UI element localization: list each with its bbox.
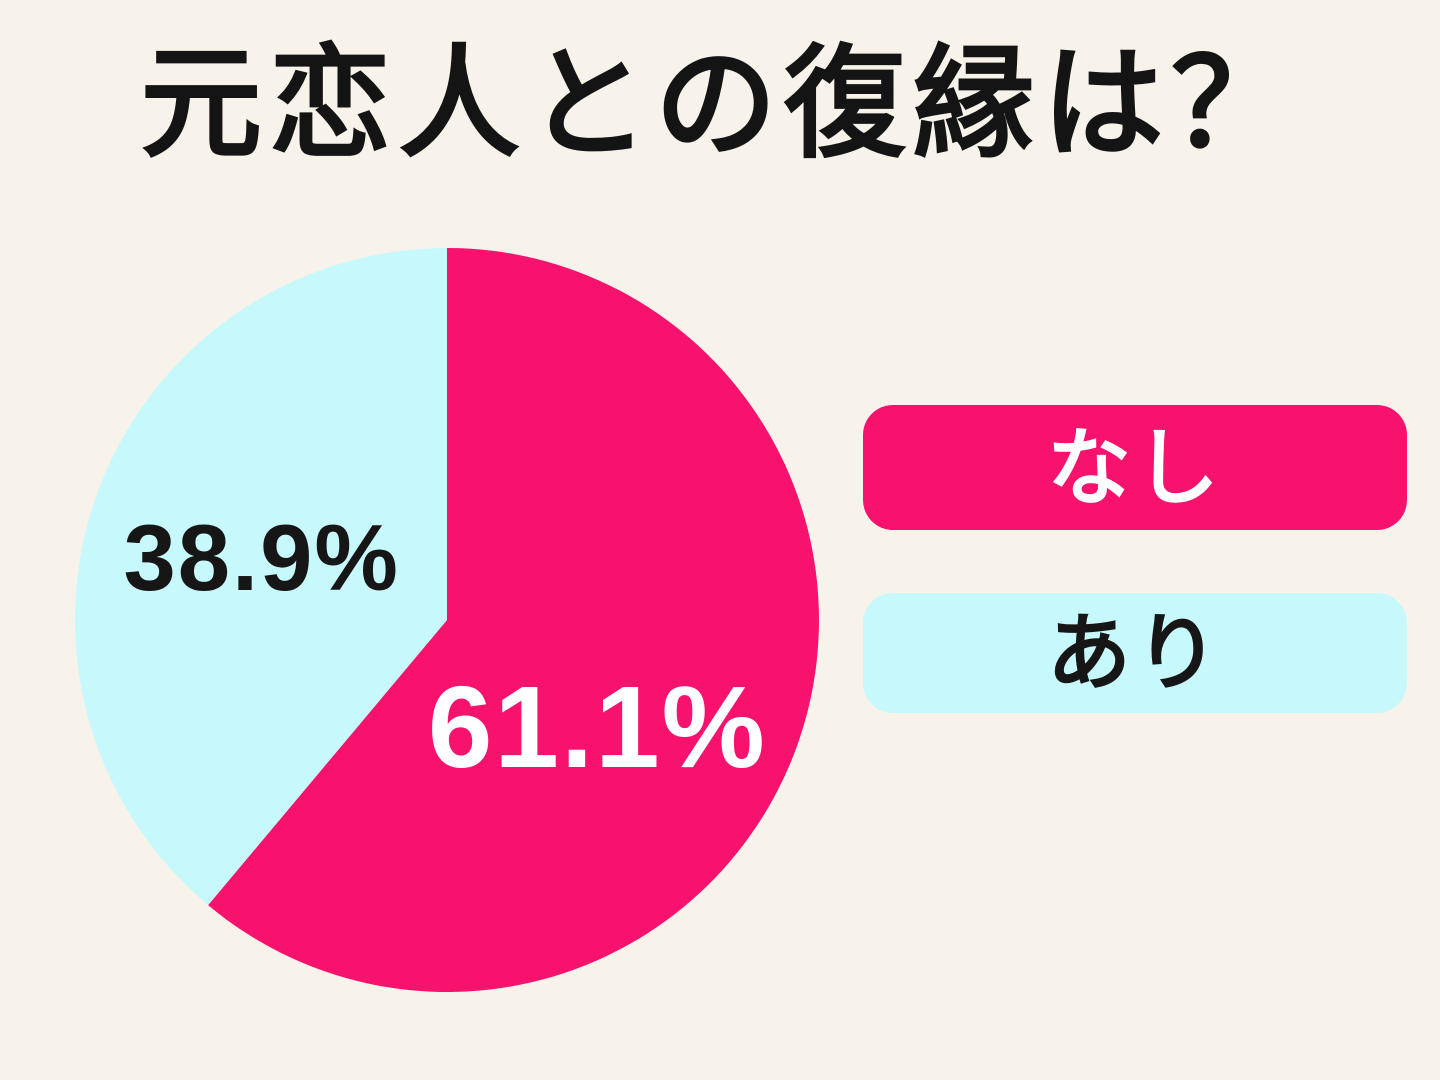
legend-item-nashi: なし bbox=[863, 405, 1407, 530]
pie-slice-label-nashi: 61.1% bbox=[427, 662, 767, 793]
chart-title: 元恋人との復縁は？ bbox=[140, 36, 1300, 172]
legend-label-nashi: なし bbox=[1046, 420, 1223, 515]
pie-chart: 61.1% 38.9% bbox=[75, 248, 819, 992]
legend: なし あり bbox=[863, 405, 1407, 713]
legend-item-ari: あり bbox=[863, 593, 1407, 713]
pie-slice-label-ari: 38.9% bbox=[123, 504, 401, 610]
legend-label-ari: あり bbox=[1046, 606, 1223, 700]
pie-chart-svg bbox=[75, 248, 819, 992]
